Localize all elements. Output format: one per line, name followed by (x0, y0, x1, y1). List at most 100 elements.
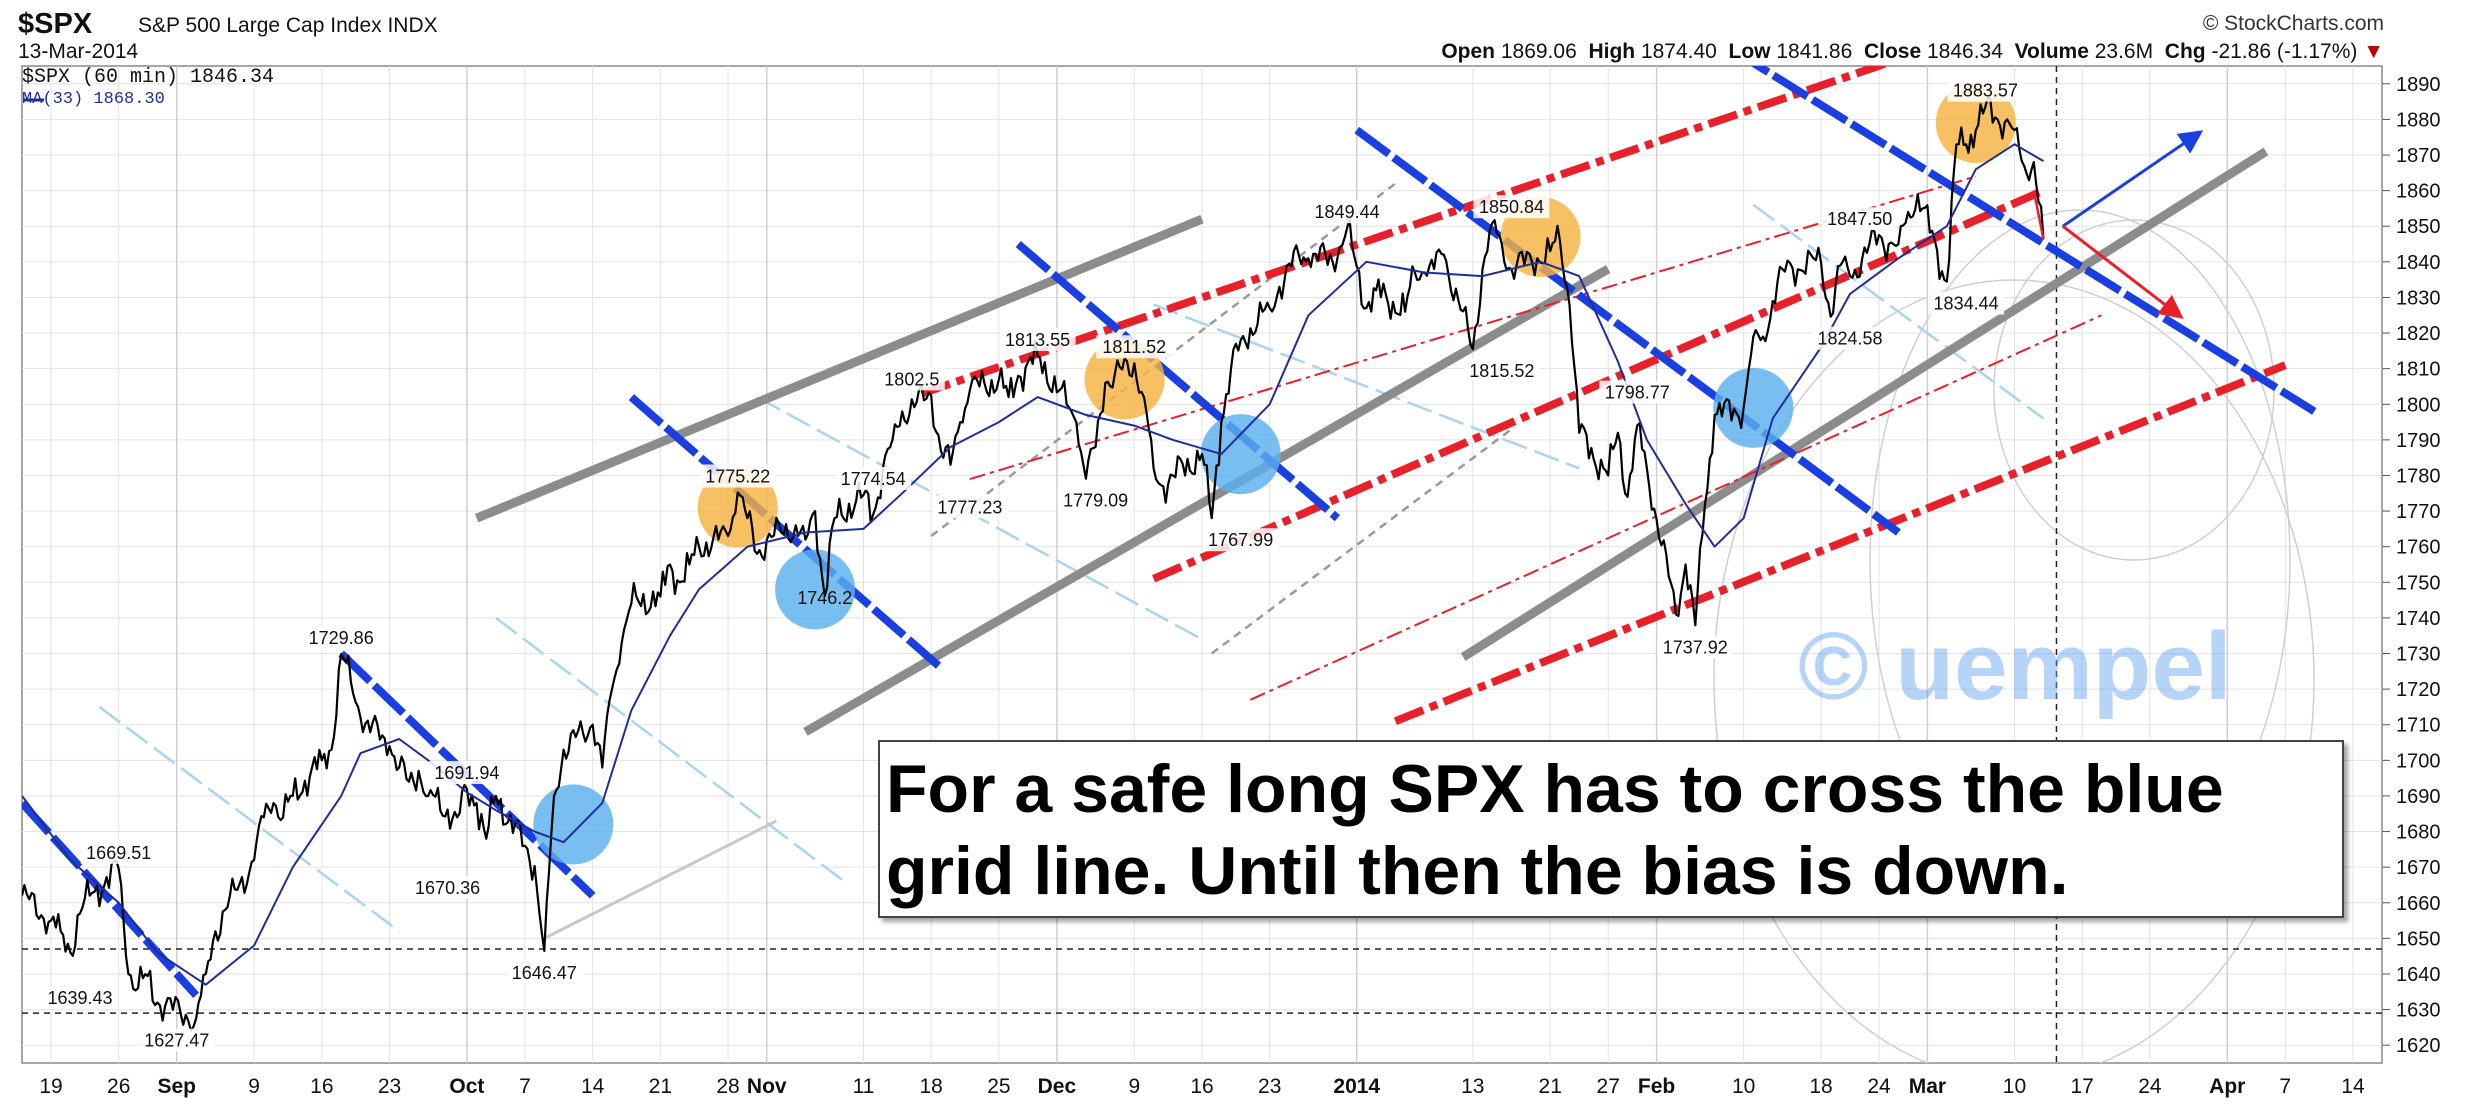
price-label: 1669.51 (86, 843, 151, 863)
x-tick-label: 23 (378, 1075, 401, 1098)
y-tick-label: 1680 (2396, 822, 2441, 844)
trend-line-lightblue (98, 705, 400, 933)
y-tick-label: 1690 (2396, 786, 2441, 808)
low-label: Low (1728, 40, 1771, 63)
price-label-bg (699, 464, 776, 488)
price-label: 1811.52 (1102, 337, 1166, 357)
y-tick-label: 1840 (2396, 252, 2441, 274)
high-label: High (1588, 40, 1636, 63)
trend-line-gray (474, 214, 1204, 523)
close-value: 1846.34 (1927, 40, 2003, 63)
open-value: 1869.06 (1500, 40, 1577, 63)
ohlc-summary: Open 1869.06 High 1874.40 Low 1841.86 Cl… (1441, 40, 2384, 64)
change-label: Chg (2164, 40, 2206, 63)
price-label-bg (506, 960, 583, 984)
price-label: 1813.55 (1005, 330, 1070, 350)
change-down-icon: ▼ (2363, 40, 2384, 63)
y-tick-label: 1710 (2396, 715, 2441, 737)
change-value: -21.86 (-1.17%) (2211, 40, 2358, 63)
stockcharts-brand[interactable]: © StockCharts.com (2202, 12, 2384, 35)
y-tick-label: 1770 (2396, 501, 2441, 523)
price-label: 1627.47 (144, 1031, 209, 1051)
trend-line-red-thin (969, 175, 1977, 481)
trend-line-blue (1750, 66, 2317, 415)
x-tick-label: 13 (1461, 1075, 1484, 1098)
highlight-circle-blue (533, 784, 614, 865)
trend-line-blue (22, 800, 200, 999)
trend-line-gray-thin (543, 819, 778, 940)
price-label-bg (1096, 335, 1173, 359)
price-label: 1802.5 (884, 369, 939, 389)
trend-line-red-thin (1249, 314, 2102, 701)
price-label-bg (835, 466, 912, 490)
y-tick-label: 1850 (2396, 216, 2441, 238)
price-label: 1729.86 (309, 628, 374, 648)
projection-ellipse (1713, 279, 2315, 1063)
price-label: 1775.22 (705, 467, 770, 487)
chart-symbol: $SPX (18, 8, 93, 40)
trend-line-lightblue (1752, 203, 2045, 420)
x-tick-label: 18 (1809, 1075, 1832, 1098)
price-label: 1646.47 (512, 963, 577, 983)
price-label-bg (1473, 195, 1550, 219)
trend-line-blue (628, 394, 944, 671)
x-tick-label: 24 (1867, 1075, 1891, 1098)
volume-label: Volume (2014, 40, 2089, 63)
y-tick-label: 1630 (2396, 1000, 2441, 1022)
trend-line-red (920, 66, 1891, 398)
price-label: 1798.77 (1605, 383, 1670, 403)
y-tick-label: 1640 (2396, 964, 2441, 986)
y-tick-label: 1810 (2396, 359, 2441, 381)
price-label-bg (42, 986, 119, 1010)
projection-arrow-red (2061, 225, 2184, 319)
y-tick-label: 1790 (2396, 430, 2441, 452)
trend-line-blue (1354, 126, 1901, 536)
x-tick-label: 10 (1732, 1075, 1755, 1098)
price-label: 1824.58 (1817, 329, 1882, 349)
index-name: S&P 500 Large Cap Index INDX (138, 14, 438, 37)
y-tick-label: 1750 (2396, 572, 2441, 594)
price-label: 1849.44 (1315, 202, 1380, 222)
x-tick-label: 25 (987, 1075, 1010, 1098)
trend-line-lightblue (495, 616, 845, 883)
price-label-bg (878, 367, 945, 391)
x-tick-label: Apr (2209, 1075, 2245, 1098)
highlight-circle-blue (1200, 414, 1281, 495)
x-tick-label: 14 (581, 1075, 605, 1098)
low-value: 1841.86 (1776, 40, 1853, 63)
annotation-line-1: For a safe long SPX has to cross the blu… (886, 751, 2224, 827)
x-tick-label: 2014 (1333, 1075, 1380, 1098)
x-tick-label: 16 (310, 1075, 333, 1098)
price-label: 1737.92 (1663, 637, 1728, 657)
price-label-bg (303, 626, 380, 650)
price-label: 1883.57 (1953, 81, 2018, 101)
x-tick-label: 16 (1190, 1075, 1213, 1098)
price-label: 1767.99 (1208, 530, 1273, 550)
x-tick-label: 18 (920, 1075, 943, 1098)
trend-line-gray-dash (1210, 428, 1513, 655)
price-label-bg (1202, 528, 1279, 552)
trend-line-blue (1015, 241, 1341, 522)
x-tick-label: 17 (2070, 1075, 2093, 1098)
price-label: 1815.52 (1469, 361, 1534, 381)
price-label: 1847.50 (1827, 209, 1892, 229)
price-label-bg (1947, 78, 2024, 102)
moving-average-line (22, 143, 2045, 986)
price-label: 1639.43 (47, 988, 112, 1008)
price-label-bg (1812, 326, 1889, 350)
x-tick-label: 28 (716, 1075, 739, 1098)
price-label: 1774.54 (841, 469, 906, 489)
y-tick-label: 1650 (2396, 928, 2441, 950)
x-tick-label: 24 (2138, 1075, 2162, 1098)
y-tick-label: 1730 (2396, 644, 2441, 666)
y-tick-label: 1700 (2396, 750, 2441, 772)
highlight-circle-orange (1935, 82, 2016, 163)
x-tick-label: 26 (107, 1075, 130, 1098)
y-tick-label: 1740 (2396, 608, 2441, 630)
price-label-bg (1463, 359, 1540, 383)
y-tick-label: 1870 (2396, 145, 2441, 167)
x-tick-label: Feb (1638, 1075, 1675, 1098)
price-label-bg (1657, 635, 1734, 659)
price-label: 1746.2 (797, 588, 852, 608)
